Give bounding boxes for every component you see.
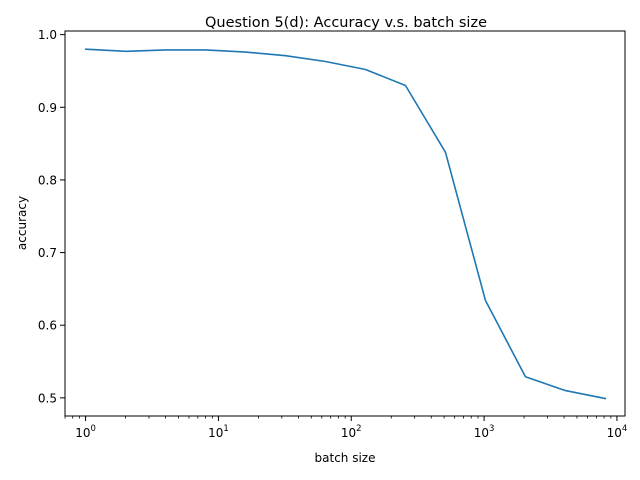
y-axis-label: accuracy xyxy=(15,196,29,250)
series-line-0 xyxy=(84,48,607,400)
y-tick-label-0: 0.5 xyxy=(38,391,57,405)
x-tick-label-4: 104 xyxy=(607,424,628,440)
series-layer xyxy=(84,48,607,400)
y-tick-label-4: 0.9 xyxy=(38,101,57,115)
x-axis-label: batch size xyxy=(315,451,376,465)
x-axis-ticks: 100 101 102 103 104 xyxy=(75,416,627,440)
x-tick-label-1: 101 xyxy=(208,424,229,440)
plot-area-frame xyxy=(64,30,626,417)
y-tick-label-2: 0.7 xyxy=(38,246,57,260)
x-tick-label-2: 102 xyxy=(341,424,362,440)
y-tick-label-3: 0.8 xyxy=(38,173,57,187)
x-tick-label-0: 100 xyxy=(75,424,96,440)
y-axis-ticks: 0.5 0.6 0.7 0.8 0.9 1.0 xyxy=(38,28,65,405)
x-tick-label-3: 103 xyxy=(474,424,495,440)
chart-title: Question 5(d): Accuracy v.s. batch size xyxy=(205,15,487,31)
x-axis-minor-ticks xyxy=(64,416,612,419)
y-tick-label-1: 0.6 xyxy=(38,319,57,333)
y-tick-label-5: 1.0 xyxy=(38,28,57,42)
